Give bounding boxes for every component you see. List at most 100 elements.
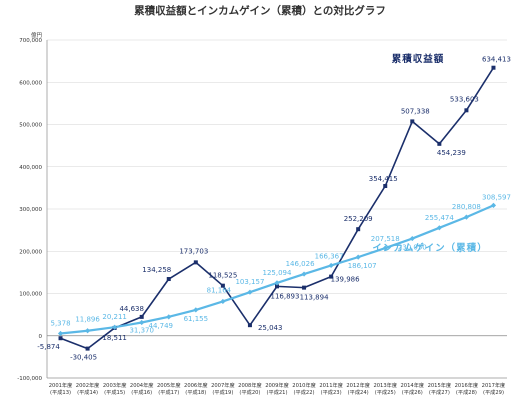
data-label-cumulative-revenue: 634,413 (482, 56, 511, 64)
x-tick-label: 2015年度 (428, 381, 452, 389)
x-tick-sublabel: (平成25) (375, 388, 396, 396)
x-tick-sublabel: (平成21) (266, 388, 287, 396)
data-label-cumulative-revenue: 134,258 (142, 266, 171, 274)
x-tick-sublabel: (平成28) (456, 388, 477, 396)
data-point-income-gain (355, 254, 361, 260)
data-label-income-gain: 20,211 (102, 313, 127, 321)
data-label-cumulative-revenue: 44,638 (119, 305, 144, 313)
data-label-cumulative-revenue: 113,894 (300, 294, 329, 302)
data-label-cumulative-revenue: 454,239 (437, 149, 466, 157)
x-tick-sublabel: (平成18) (185, 388, 206, 396)
data-label-cumulative-revenue: -5,874 (37, 343, 60, 351)
data-point-income-gain (463, 214, 470, 220)
data-point-cumulative-revenue (220, 283, 225, 288)
data-point-income-gain (382, 245, 388, 251)
x-tick-sublabel: (平成16) (131, 388, 152, 396)
x-tick-label: 2001年度 (49, 381, 73, 389)
x-tick-sublabel: (平成23) (321, 388, 342, 396)
data-point-income-gain (301, 271, 307, 277)
x-tick-sublabel: (平成14) (77, 388, 98, 396)
data-label-cumulative-revenue: 173,703 (179, 247, 208, 255)
data-label-income-gain: 146,026 (286, 260, 315, 268)
x-tick-label: 2009年度 (265, 381, 289, 389)
x-tick-sublabel: (平成24) (348, 388, 369, 396)
x-tick-sublabel: (平成26) (402, 388, 423, 396)
data-point-cumulative-revenue (166, 277, 171, 282)
y-axis-unit-label: 億円 (31, 31, 43, 39)
data-point-cumulative-revenue (491, 65, 496, 70)
data-label-income-gain: 280,808 (452, 203, 481, 211)
data-point-cumulative-revenue (275, 284, 279, 289)
x-axis-ticks: 2001年度(平成13) 2002年度(平成14) 2003年度(平成15) 2004… (49, 381, 506, 396)
x-tick-label: 2002年度 (76, 381, 100, 389)
data-label-cumulative-revenue: 354,415 (369, 175, 398, 183)
x-tick-label: 2012年度 (346, 381, 370, 389)
series-name-income-gain: インカムゲイン（累積） (372, 242, 487, 254)
series-markers (57, 65, 497, 351)
data-label-cumulative-revenue: 116,893 (271, 292, 300, 300)
x-tick-sublabel: (平成20) (239, 388, 260, 396)
data-label-cumulative-revenue: 533,603 (450, 95, 479, 103)
data-labels: -5,874 -30,405 18,511 44,638 134,258 173,703 1… (37, 56, 511, 362)
data-label-income-gain: 230,050 (398, 244, 427, 252)
data-label-income-gain: 103,157 (235, 278, 264, 286)
y-tick-label: -100,000 (17, 376, 42, 382)
data-point-cumulative-revenue (329, 274, 334, 279)
data-label-income-gain: 11,896 (75, 316, 100, 324)
data-point-income-gain (490, 202, 497, 208)
data-label-income-gain: 44,749 (149, 322, 174, 330)
data-point-income-gain (139, 319, 145, 326)
x-tick-sublabel: (平成15) (104, 388, 125, 396)
x-tick-label: 2016年度 (455, 381, 479, 389)
x-tick-label: 2010年度 (292, 381, 316, 389)
data-point-cumulative-revenue (247, 323, 252, 328)
data-label-income-gain: 125,094 (263, 269, 292, 277)
x-tick-label: 2004年度 (130, 381, 154, 389)
data-label-cumulative-revenue: 118,525 (208, 272, 237, 280)
x-tick-sublabel: (平成13) (50, 388, 71, 396)
data-point-cumulative-revenue (383, 184, 388, 189)
chart-title: 累積収益額とインカムゲイン（累積）との対比グラフ (134, 4, 386, 17)
data-label-income-gain: 207,518 (371, 235, 400, 243)
x-tick-sublabel: (平成27) (429, 388, 450, 396)
x-tick-sublabel: (平成19) (212, 388, 233, 396)
y-tick-label: 300,000 (19, 207, 42, 213)
data-point-income-gain (409, 235, 415, 242)
x-tick-sublabel: (平成17) (158, 388, 179, 396)
x-tick-label: 2011年度 (319, 381, 343, 389)
y-tick-label: 500,000 (19, 123, 42, 129)
axes (46, 40, 507, 379)
x-tick-label: 2014年度 (401, 381, 425, 389)
data-label-cumulative-revenue: 25,043 (258, 324, 283, 332)
data-point-income-gain (166, 314, 172, 320)
data-point-income-gain (193, 307, 199, 313)
data-label-cumulative-revenue: 507,338 (401, 107, 430, 115)
data-point-income-gain (328, 262, 334, 269)
data-label-income-gain: 255,474 (425, 214, 454, 222)
x-tick-sublabel: (平成29) (483, 388, 504, 396)
data-point-income-gain (247, 289, 253, 295)
data-label-income-gain: 166,367 (315, 252, 344, 260)
x-tick-label: 2017年度 (482, 381, 506, 389)
y-tick-label: 0 (39, 334, 43, 340)
y-axis-ticks: -100,000 0 100,000 200,000 300,000 400,000 500… (17, 38, 42, 382)
data-point-income-gain (112, 324, 118, 330)
data-label-income-gain: 5,378 (51, 319, 71, 327)
series-name-cumulative-revenue: 累積収益額 (392, 53, 445, 65)
data-point-cumulative-revenue (193, 260, 198, 265)
data-label-cumulative-revenue: 18,511 (102, 334, 127, 342)
data-label-income-gain: 186,107 (348, 262, 377, 270)
data-point-cumulative-revenue (410, 119, 415, 124)
data-point-cumulative-revenue (302, 285, 307, 290)
data-label-cumulative-revenue: 139,986 (331, 276, 360, 284)
data-point-income-gain (220, 298, 226, 305)
y-tick-label: 600,000 (19, 80, 42, 86)
x-tick-label: 2008年度 (238, 381, 262, 389)
data-point-cumulative-revenue (139, 314, 144, 319)
data-point-cumulative-revenue (58, 336, 63, 341)
y-tick-label: 400,000 (19, 165, 42, 171)
data-point-cumulative-revenue (356, 227, 361, 232)
data-point-cumulative-revenue (437, 141, 442, 146)
